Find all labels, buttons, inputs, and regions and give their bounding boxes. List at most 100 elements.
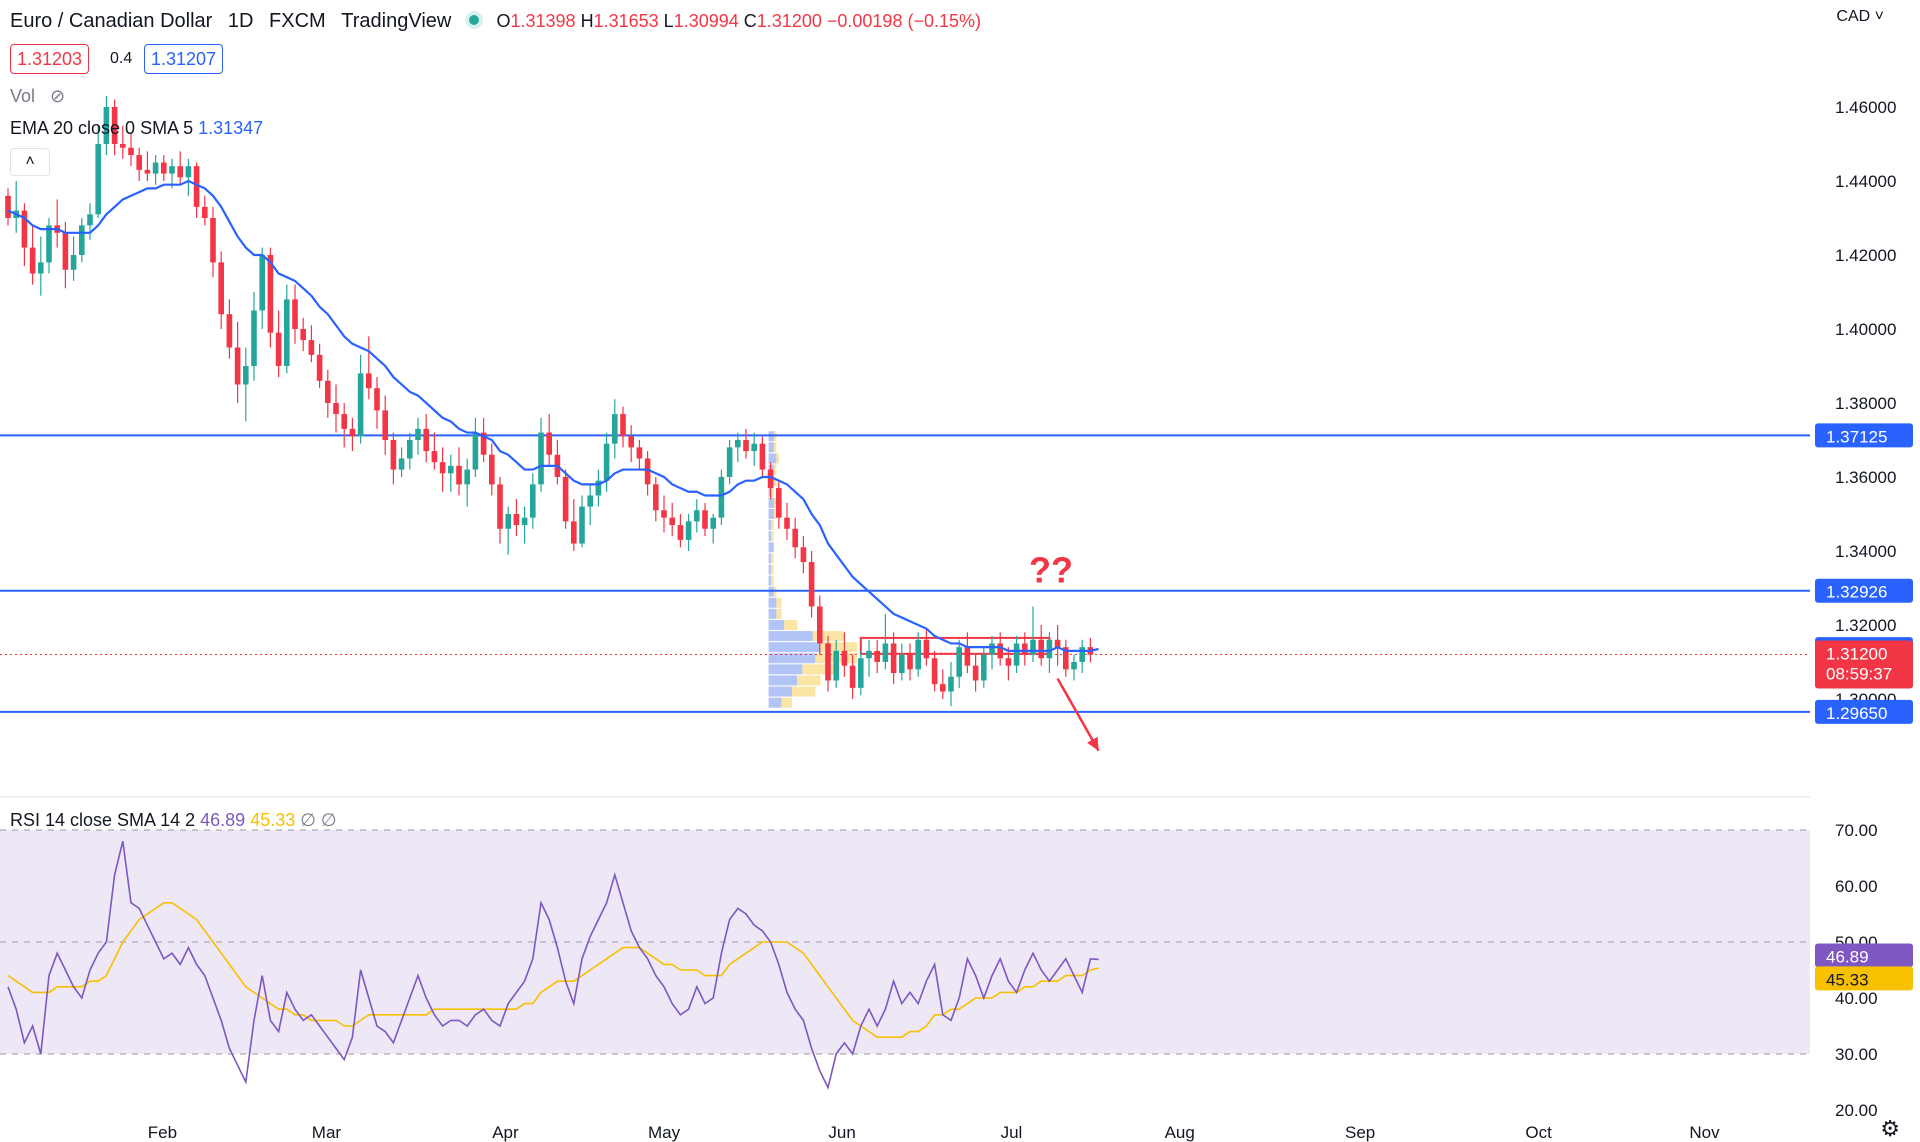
volume-profile-bar-down <box>771 486 774 497</box>
volume-profile-bar-up <box>768 597 777 608</box>
candle-body <box>636 447 643 459</box>
candle-body <box>489 454 495 485</box>
level-badge-text: 1.37125 <box>1826 427 1887 446</box>
candle-body <box>1038 639 1044 659</box>
candle-body <box>1005 658 1012 666</box>
rsi-legend[interactable]: RSI 14 close SMA 14 2 46.89 45.33 ∅ ∅ <box>10 810 337 831</box>
volume-label: Vol <box>10 86 36 106</box>
candle-body <box>251 310 257 366</box>
candle-body <box>1054 639 1061 648</box>
rsi-axis-tick: 40.00 <box>1835 989 1878 1008</box>
rsi-sma-line <box>7 901 1099 1038</box>
candle-body <box>571 521 577 544</box>
candle-body <box>776 488 782 518</box>
eye-hidden-icon[interactable]: ⊘ <box>50 86 66 106</box>
level-badge <box>1815 578 1913 603</box>
candle-body <box>177 166 183 178</box>
level-badge <box>1815 423 1913 448</box>
candle-body <box>308 340 315 355</box>
candle-body <box>841 650 848 666</box>
volume-profile-bar-down <box>776 453 779 464</box>
candle-body <box>521 517 528 526</box>
exchange-label: FXCM <box>269 10 326 32</box>
price-axis-tick: 1.44000 <box>1835 172 1896 191</box>
interval-label[interactable]: 1D <box>227 10 254 32</box>
candle-body <box>661 510 667 518</box>
candle-body <box>595 480 602 496</box>
sell-price-button[interactable]: 1.31203 <box>10 44 90 74</box>
candle-body <box>726 447 733 477</box>
level-badge-text: 1.32926 <box>1826 583 1887 602</box>
candle-body <box>480 432 487 455</box>
volume-profile-bar-up <box>768 686 792 697</box>
price-axis-tick: 1.34000 <box>1835 542 1896 561</box>
candle-body <box>1046 639 1053 659</box>
volume-profile-bar-up <box>768 486 772 497</box>
rsi-badge <box>1815 943 1913 968</box>
candle-body <box>710 517 716 529</box>
volume-profile-bar-up <box>768 553 772 564</box>
candle-body <box>275 332 282 366</box>
time-axis-label: Mar <box>312 1123 342 1142</box>
chart-header: Euro / Canadian Dollar 1D FXCM TradingVi… <box>10 10 981 33</box>
time-axis-label: Apr <box>492 1123 519 1142</box>
down-arrow-icon <box>1087 736 1099 751</box>
volume-profile-bar-down <box>771 575 774 586</box>
candle-body <box>62 232 69 270</box>
candle-body <box>144 169 151 174</box>
candle-body <box>210 217 216 263</box>
time-axis-label: Sep <box>1345 1123 1375 1142</box>
ema-legend-value: 1.31347 <box>198 118 264 138</box>
price-axis-tick: 1.40000 <box>1835 320 1896 339</box>
candle-body <box>817 606 823 644</box>
rsi-axis-tick: 60.00 <box>1835 877 1878 896</box>
rsi-legend-value: 46.89 <box>200 810 246 830</box>
candle-body <box>981 654 987 681</box>
candle-body <box>284 299 290 366</box>
last-price-badge <box>1815 640 1913 689</box>
candle-body <box>267 254 274 333</box>
candle-body <box>431 451 438 463</box>
candle-body <box>907 654 913 670</box>
price-axis-tick: 1.32000 <box>1835 616 1896 635</box>
candle-body <box>644 458 651 485</box>
candle-body <box>956 647 962 677</box>
volume-profile-bar-down <box>773 442 777 453</box>
candle-body <box>694 510 700 522</box>
symbol-title[interactable]: Euro / Canadian Dollar <box>10 10 213 32</box>
collapse-legend-button[interactable]: ˄ <box>10 148 50 176</box>
ema-line <box>7 179 1099 652</box>
candle-body <box>423 428 429 452</box>
rsi-axis-tick: 20.00 <box>1835 1101 1878 1120</box>
volume-profile-bar-down <box>802 664 834 675</box>
ohlc-values: O1.31398 H1.31653 L1.30994 C1.31200 −0.0… <box>496 11 981 31</box>
volume-profile-bar-down <box>776 608 782 619</box>
candle-body <box>70 254 77 270</box>
volume-profile-bar-up <box>768 697 782 708</box>
price-axis-tick: 1.46000 <box>1835 98 1896 117</box>
candle-body <box>111 106 118 144</box>
candle-body <box>1079 647 1085 662</box>
candle-body <box>448 465 454 474</box>
candle-body <box>940 684 946 692</box>
candle-body <box>103 106 110 144</box>
volume-profile-bar-up <box>768 664 803 675</box>
candle-body <box>948 676 954 692</box>
candle-body <box>439 462 446 474</box>
currency-selector[interactable]: CAD ˅ <box>1836 8 1884 26</box>
volume-legend[interactable]: Vol ⊘ <box>10 86 65 107</box>
volume-profile-bar-down <box>771 531 774 542</box>
candle-body <box>456 465 462 485</box>
candle-body <box>325 380 331 403</box>
buy-price-button[interactable]: 1.31207 <box>144 44 224 74</box>
volume-profile-bar-up <box>768 542 774 553</box>
gear-icon[interactable]: ⚙ <box>1880 1116 1900 1141</box>
candle-body <box>530 484 536 518</box>
candle-body <box>202 206 208 218</box>
price-axis-tick: 1.36000 <box>1835 468 1896 487</box>
candle-body <box>120 143 126 148</box>
volume-profile-bar-down <box>784 619 798 630</box>
ema-legend[interactable]: EMA 20 close 0 SMA 5 1.31347 <box>10 118 263 139</box>
volume-profile-bar-up <box>768 531 772 542</box>
